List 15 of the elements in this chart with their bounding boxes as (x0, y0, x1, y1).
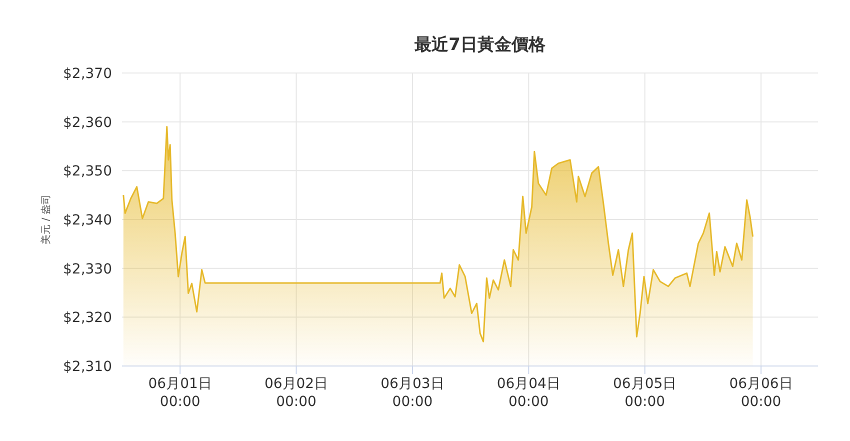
y-tick-label: $2,350 (63, 164, 112, 180)
y-tick-label: $2,340 (63, 212, 112, 228)
y-tick-label: $2,360 (63, 114, 112, 131)
y-tick-label: $2,370 (63, 66, 112, 82)
x-tick-label: 06月06日 00:00 (729, 376, 793, 410)
y-tick-label: $2,320 (63, 310, 112, 326)
x-tick-label: 06月05日 00:00 (613, 376, 677, 410)
chart-title: 最近7日黃金價格 (414, 35, 546, 55)
x-tick-label: 06月04日 00:00 (496, 376, 560, 410)
x-tick-label: 06月02日 00:00 (264, 376, 328, 410)
y-tick-label: $2,310 (63, 359, 112, 375)
y-tick-label: $2,330 (63, 261, 112, 278)
x-tick-label: 06月01日 00:00 (148, 376, 212, 410)
x-tick-label: 06月03日 00:00 (380, 376, 444, 410)
y-axis-title: 美元 / 盎司 (40, 194, 52, 244)
